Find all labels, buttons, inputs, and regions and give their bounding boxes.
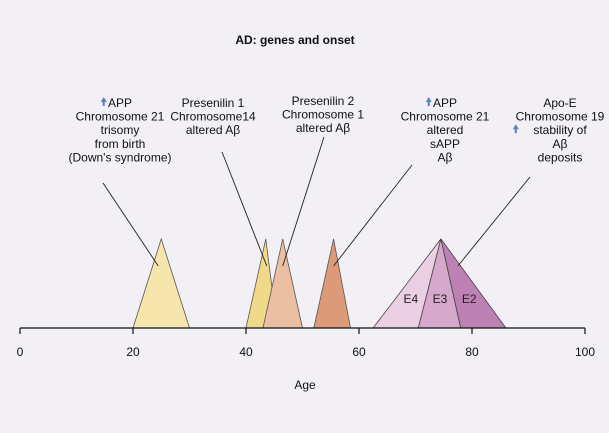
leader-lines (102, 136, 531, 267)
up-arrow-stem-icon (427, 102, 430, 106)
gene-label-5-line-1: Apo-E (543, 96, 576, 110)
gene-label-5-line-3: stability of (533, 123, 587, 137)
gene-label-1-line-4: from birth (95, 137, 146, 151)
gene-label-3-line-2: Chromosome 1 (282, 108, 364, 122)
gene-label-4-line-4: sAPP (430, 137, 460, 151)
x-tick-label-40: 40 (239, 345, 253, 359)
gene-label-4-line-1: APP (433, 96, 457, 110)
gene-label-1-line-2: Chromosome 21 (76, 110, 165, 124)
gene-label-1-line-5: (Down's syndrome) (69, 150, 172, 164)
leader-line-3 (282, 136, 325, 267)
leader-line-5 (457, 176, 531, 267)
leader-line-4 (333, 164, 413, 267)
segment-label-e2: E2 (462, 292, 477, 306)
gene-label-2-line-2: Chromosome14 (170, 110, 256, 124)
leader-line-2 (221, 151, 268, 267)
gene-label-4-line-3: altered (427, 123, 464, 137)
gene-label-2-line-3: altered Aβ (186, 123, 240, 137)
x-tick-label-60: 60 (352, 345, 366, 359)
onset-shapes: E4 E3 E2 (132, 237, 507, 329)
gene-label-4-line-2: Chromosome 21 (401, 110, 490, 124)
up-arrow-stem-icon (514, 129, 517, 134)
x-tick-label-20: 20 (126, 345, 140, 359)
x-axis-ticks: 0 20 40 60 80 100 (17, 328, 595, 359)
x-tick-label-100: 100 (575, 345, 595, 359)
x-tick-label-0: 0 (17, 345, 24, 359)
up-arrow-icon (425, 97, 432, 102)
up-arrow-icon (512, 124, 519, 130)
leader-line-1 (102, 182, 159, 267)
gene-label-2-line-1: Presenilin 1 (182, 96, 245, 110)
gene-label-5-line-2: Chromosome 19 (516, 110, 605, 124)
onset-triangle-4 (313, 238, 352, 329)
gene-label-1-line-1: APP (108, 96, 132, 110)
gene-label-3-line-3: altered Aβ (296, 121, 350, 135)
gene-label-5-line-4: Aβ (553, 137, 568, 151)
up-arrow-icon (100, 97, 107, 102)
x-axis-label: Age (294, 378, 316, 392)
chart-title: AD: genes and onset (235, 33, 354, 47)
up-arrow-stem-icon (102, 102, 105, 106)
segment-label-e4: E4 (403, 292, 418, 306)
gene-label-3-line-1: Presenilin 2 (292, 94, 355, 108)
gene-label-4-line-5: Aβ (438, 150, 453, 164)
gene-label-5-line-5: deposits (538, 150, 583, 164)
segment-label-e3: E3 (433, 292, 448, 306)
onset-triangle-1 (132, 237, 191, 329)
x-tick-label-80: 80 (465, 345, 479, 359)
gene-label-1-line-3: trisomy (101, 123, 140, 137)
